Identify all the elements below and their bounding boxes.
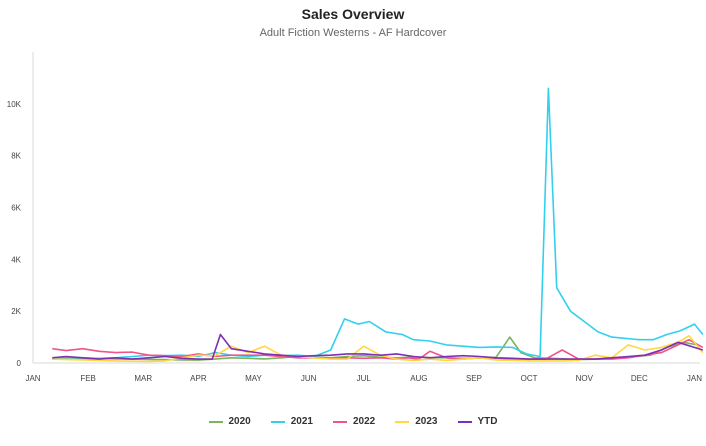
legend-item-2023[interactable]: 2023 [395,416,438,427]
legend-label: 2021 [290,416,313,427]
x-tick-labels: JAN FEB MAR APR MAY JUN JUL AUG SEP OCT NOV DEC JAN [25,374,702,383]
legend-item-2021[interactable]: 2021 [270,416,313,427]
x-tick-label: JAN [687,374,702,383]
x-tick-label: JUN [301,374,317,383]
legend-swatch [208,420,223,423]
legend-item-2020[interactable]: 2020 [208,416,251,427]
legend-label: 2020 [228,416,251,427]
y-tick-label: 0 [17,359,22,368]
chart-subtitle: Adult Fiction Westerns - AF Hardcover [259,27,447,39]
y-tick-label: 8K [11,152,21,161]
legend-swatch [457,420,472,423]
x-tick-label: NOV [576,374,594,383]
x-tick-label: MAY [245,374,262,383]
y-tick-label: 2K [11,307,21,316]
legend-swatch [395,420,410,423]
chart-legend: 2020 2021 2022 2023 YTD [0,416,706,427]
x-tick-label: MAR [134,374,152,383]
legend-label: YTD [477,416,498,427]
chart-title: Sales Overview [301,6,405,22]
series-line-2021 [52,87,704,360]
x-tick-label: AUG [410,374,427,383]
x-tick-label: DEC [631,374,648,383]
x-tick-label: OCT [521,374,538,383]
y-tick-label: 10K [7,100,22,109]
y-tick-labels: 0 2K 4K 6K 8K 10K [7,100,22,368]
legend-item-ytd[interactable]: YTD [457,416,498,427]
series-line-ytd [52,333,704,360]
y-tick-label: 4K [11,255,21,264]
series-lines [52,87,704,363]
x-tick-label: JUL [357,374,372,383]
legend-label: 2022 [353,416,376,427]
legend-label: 2023 [415,416,438,427]
x-tick-label: FEB [80,374,96,383]
y-tick-label: 6K [11,204,21,213]
legend-swatch [333,420,347,423]
x-tick-label: SEP [466,374,482,383]
x-tick-label: APR [190,374,207,383]
legend-item-2022[interactable]: 2022 [333,416,375,427]
legend-swatch [270,420,285,423]
x-tick-label: JAN [25,374,40,383]
